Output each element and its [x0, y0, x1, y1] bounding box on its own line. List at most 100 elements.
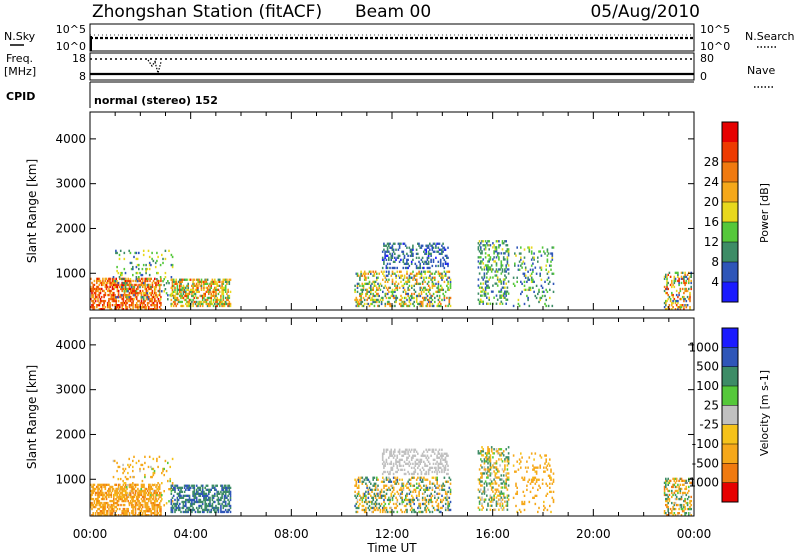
velocity-cell: [174, 488, 176, 492]
velocity-cell: [390, 460, 393, 464]
velocity-cell: [140, 485, 143, 489]
power-cell: [435, 244, 437, 247]
velocity-cell: [132, 469, 134, 473]
velocity-cell: [505, 456, 508, 459]
power-cell: [478, 300, 481, 303]
velocity-cell: [229, 504, 232, 508]
velocity-cell: [380, 480, 383, 483]
power-cell: [483, 294, 486, 297]
power-cell: [434, 276, 436, 279]
velocity-cell: [122, 493, 125, 497]
velocity-cell: [134, 507, 137, 511]
velocity-cell: [229, 486, 232, 490]
velocity-cell: [377, 488, 379, 492]
power-cell: [158, 291, 161, 295]
velocity-cell: [486, 452, 488, 455]
velocity-cell: [412, 498, 414, 502]
power-cell: [690, 275, 693, 279]
velocity-cell: [187, 498, 190, 502]
velocity-cell: [185, 498, 187, 502]
velocity-cell: [390, 480, 393, 483]
velocity-cell: [198, 488, 200, 492]
power-cell: [92, 301, 95, 305]
velocity-cell: [174, 502, 176, 506]
power-cell: [417, 266, 419, 270]
power-cell: [359, 284, 361, 288]
power-cell: [356, 286, 359, 290]
power-cell: [133, 286, 135, 289]
power-cell: [442, 264, 444, 268]
velocity-cell: [552, 472, 555, 475]
power-cell: [502, 286, 505, 289]
power-cell: [501, 242, 504, 245]
velocity-cell: [129, 491, 132, 495]
velocity-cell: [102, 491, 104, 495]
power-cell: [128, 293, 131, 297]
power-cell: [528, 278, 531, 281]
power-cell: [538, 288, 540, 292]
velocity-cell: [383, 464, 385, 468]
velocity-cell: [487, 488, 489, 491]
power-cell: [484, 244, 487, 247]
power-cell: [430, 244, 432, 247]
power-cell: [506, 250, 509, 253]
velocity-cell: [97, 512, 99, 515]
velocity-cell: [515, 484, 517, 487]
power-cell: [489, 266, 492, 269]
velocity-cell: [421, 492, 424, 496]
power-cell: [365, 292, 367, 296]
power-cell: [385, 274, 388, 277]
velocity-cell: [99, 489, 102, 493]
velocity-cell: [108, 487, 110, 491]
power-cell: [169, 294, 172, 297]
velocity-cell: [370, 494, 372, 498]
power-cell: [176, 288, 179, 292]
power-cell: [388, 256, 390, 260]
power-cell: [192, 298, 194, 302]
velocity-cell: [487, 504, 489, 507]
velocity-cell: [437, 504, 440, 508]
power-cell: [420, 292, 423, 296]
power-cell: [409, 254, 412, 258]
power-cell: [424, 248, 426, 251]
velocity-cell: [439, 454, 442, 457]
power-colorbar-segment: [722, 222, 738, 243]
velocity-cell: [487, 502, 489, 505]
velocity-cell: [421, 480, 424, 483]
power-cell: [538, 250, 540, 253]
velocity-cell: [154, 505, 156, 509]
velocity-cell: [481, 498, 483, 501]
velocity-cell: [482, 490, 485, 493]
power-cell: [221, 280, 223, 284]
power-cell: [158, 293, 161, 297]
velocity-cell: [109, 505, 111, 509]
power-cell: [541, 290, 544, 294]
velocity-cell: [389, 500, 391, 504]
velocity-cell: [481, 504, 483, 507]
power-cell: [532, 286, 534, 290]
power-cell: [444, 254, 447, 258]
velocity-cell: [206, 508, 209, 512]
velocity-cell: [414, 464, 417, 468]
velocity-cell: [186, 498, 188, 502]
velocity-cell: [679, 503, 682, 507]
velocity-cell: [447, 504, 449, 508]
power-cell: [505, 282, 508, 285]
velocity-cell: [378, 506, 381, 510]
power-cell: [477, 260, 480, 263]
power-cell: [368, 270, 371, 273]
velocity-cell: [392, 510, 395, 514]
power-cell: [388, 258, 390, 262]
velocity-cell: [489, 468, 492, 471]
power-cell: [410, 262, 413, 266]
velocity-cell: [111, 507, 114, 511]
velocity-cell: [411, 498, 413, 502]
velocity-cell: [102, 483, 104, 487]
power-cell: [200, 286, 203, 290]
velocity-colorbar-segment: [722, 444, 738, 464]
power-cell: [149, 308, 151, 311]
velocity-cell: [673, 501, 676, 505]
power-cell: [502, 280, 505, 283]
velocity-cell: [385, 458, 388, 462]
power-cell: [429, 300, 431, 304]
